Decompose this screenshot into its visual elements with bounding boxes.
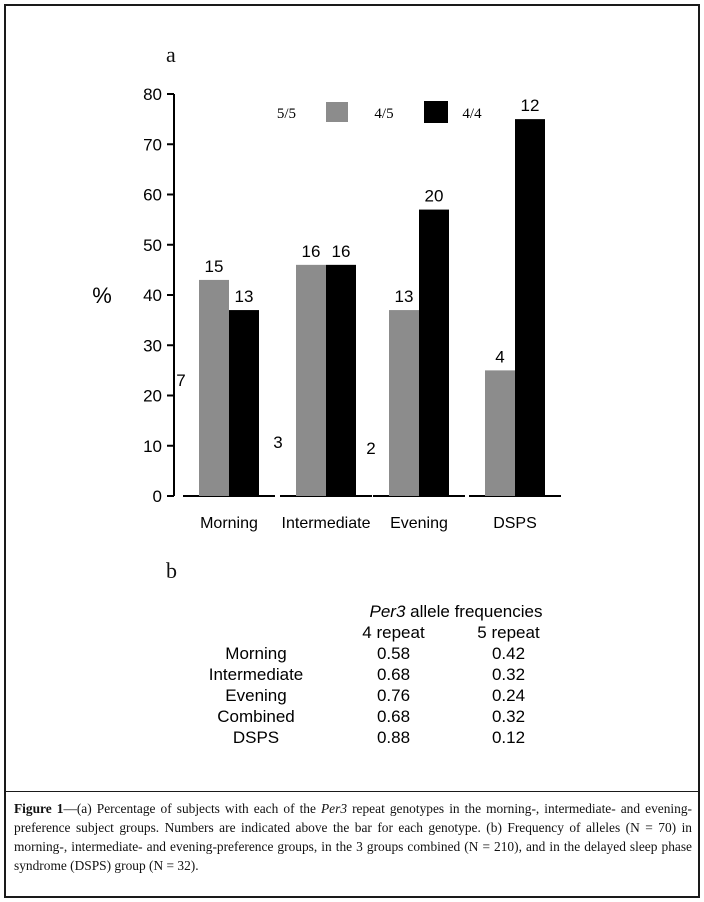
y-axis-label: % (92, 283, 112, 308)
panel-b-label: b (166, 558, 177, 583)
bar-4-5 (199, 279, 229, 496)
bar-4-4 (419, 209, 449, 496)
y-tick-label: 50 (143, 236, 162, 255)
caption-text-2: repeat genotypes in the morning-, interm… (14, 801, 692, 873)
table-row: Morning 0.58 0.42 (171, 643, 571, 664)
bar-label-4-5: 15 (205, 257, 224, 276)
bar-4-5 (485, 370, 515, 496)
cell-5-repeat: 0.32 (491, 665, 526, 684)
x-tick-label: Morning (200, 515, 258, 532)
bar-4-5 (389, 310, 419, 496)
x-tick-label: Evening (390, 515, 448, 532)
y-tick-label: 70 (143, 135, 162, 154)
bar-label-4-4: 12 (521, 96, 540, 115)
caption-text-1: —(a) Percentage of subjects with each of… (63, 801, 321, 816)
bar-label-4-4: 20 (425, 187, 444, 206)
y-tick-label: 60 (143, 186, 162, 205)
table-title-text: allele frequencies (405, 602, 543, 621)
bar-label-4-4: 16 (332, 242, 351, 261)
table-title-gene: Per3 (369, 602, 406, 621)
legend-label-5-5: 5/5 (277, 106, 296, 122)
table-row: Evening 0.76 0.24 (171, 685, 571, 706)
caption-divider (6, 791, 698, 792)
row-label: Combined (217, 707, 295, 726)
col-header-4-repeat: 4 repeat (362, 623, 425, 642)
cell-5-repeat: 0.32 (491, 707, 526, 726)
bar-chart: 0 10 20 30 40 50 60 70 80% 15 13 7 Morning 16 16 3 Inter… (92, 85, 561, 532)
table-title-row: Per3 allele frequencies (171, 601, 571, 622)
bar-4-4 (515, 119, 545, 496)
y-tick-label: 20 (143, 387, 162, 406)
table-header-row: 4 repeat 5 repeat (171, 622, 571, 643)
bar-label-4-5: 13 (395, 287, 414, 306)
y-tick-label: 80 (143, 85, 162, 104)
table-row: DSPS 0.88 0.12 (171, 727, 571, 748)
cell-5-repeat: 0.24 (491, 686, 526, 705)
row-label: Evening (225, 686, 287, 705)
cell-4-repeat: 0.68 (376, 707, 411, 726)
x-tick-label: DSPS (493, 515, 537, 532)
legend-swatch-4-5 (326, 102, 348, 122)
row-label: Intermediate (208, 665, 304, 684)
cell-5-repeat: 0.42 (491, 644, 526, 663)
legend-label-4-5: 4/5 (374, 106, 393, 122)
bar-label-5-5: 2 (366, 439, 375, 458)
row-label: DSPS (232, 728, 280, 747)
bar-label-5-5: 3 (273, 433, 282, 452)
cell-4-repeat: 0.68 (376, 665, 411, 684)
bar-label-4-5: 16 (302, 242, 321, 261)
cell-4-repeat: 0.88 (376, 728, 411, 747)
table-row: Intermediate 0.68 0.32 (171, 664, 571, 685)
caption-gene-name: Per3 (321, 801, 348, 816)
y-tick-label: 40 (143, 286, 162, 305)
y-tick-label: 30 (143, 336, 162, 355)
bar-4-5 (296, 264, 326, 496)
figure-caption: Figure 1—(a) Percentage of subjects with… (14, 799, 692, 875)
bar-label-4-5: 4 (495, 347, 504, 366)
bar-label-4-4: 13 (235, 287, 254, 306)
bar-4-4 (326, 264, 356, 496)
legend-label-4-4: 4/4 (462, 106, 482, 122)
allele-frequency-table: Per3 allele frequencies 4 repeat 5 repea… (171, 601, 571, 748)
table-row: Combined 0.68 0.32 (171, 706, 571, 727)
cell-4-repeat: 0.58 (376, 644, 411, 663)
caption-figure-label: Figure 1 (14, 801, 64, 816)
x-tick-label: Intermediate (282, 515, 371, 532)
panel-a-label: a (166, 42, 176, 67)
y-tick-label: 10 (143, 437, 162, 456)
legend-swatch-4-4 (424, 101, 448, 123)
col-header-5-repeat: 5 repeat (477, 623, 540, 642)
bar-label-5-5: 7 (176, 371, 185, 390)
y-tick-label: 0 (153, 487, 162, 506)
bar-4-4 (229, 310, 259, 496)
row-label: Morning (225, 644, 287, 663)
cell-5-repeat: 0.12 (491, 728, 526, 747)
figure-frame: a 0 10 20 30 40 50 60 70 80% 15 13 7 Morning 16 16 3 Int… (4, 4, 700, 898)
cell-4-repeat: 0.76 (376, 686, 411, 705)
